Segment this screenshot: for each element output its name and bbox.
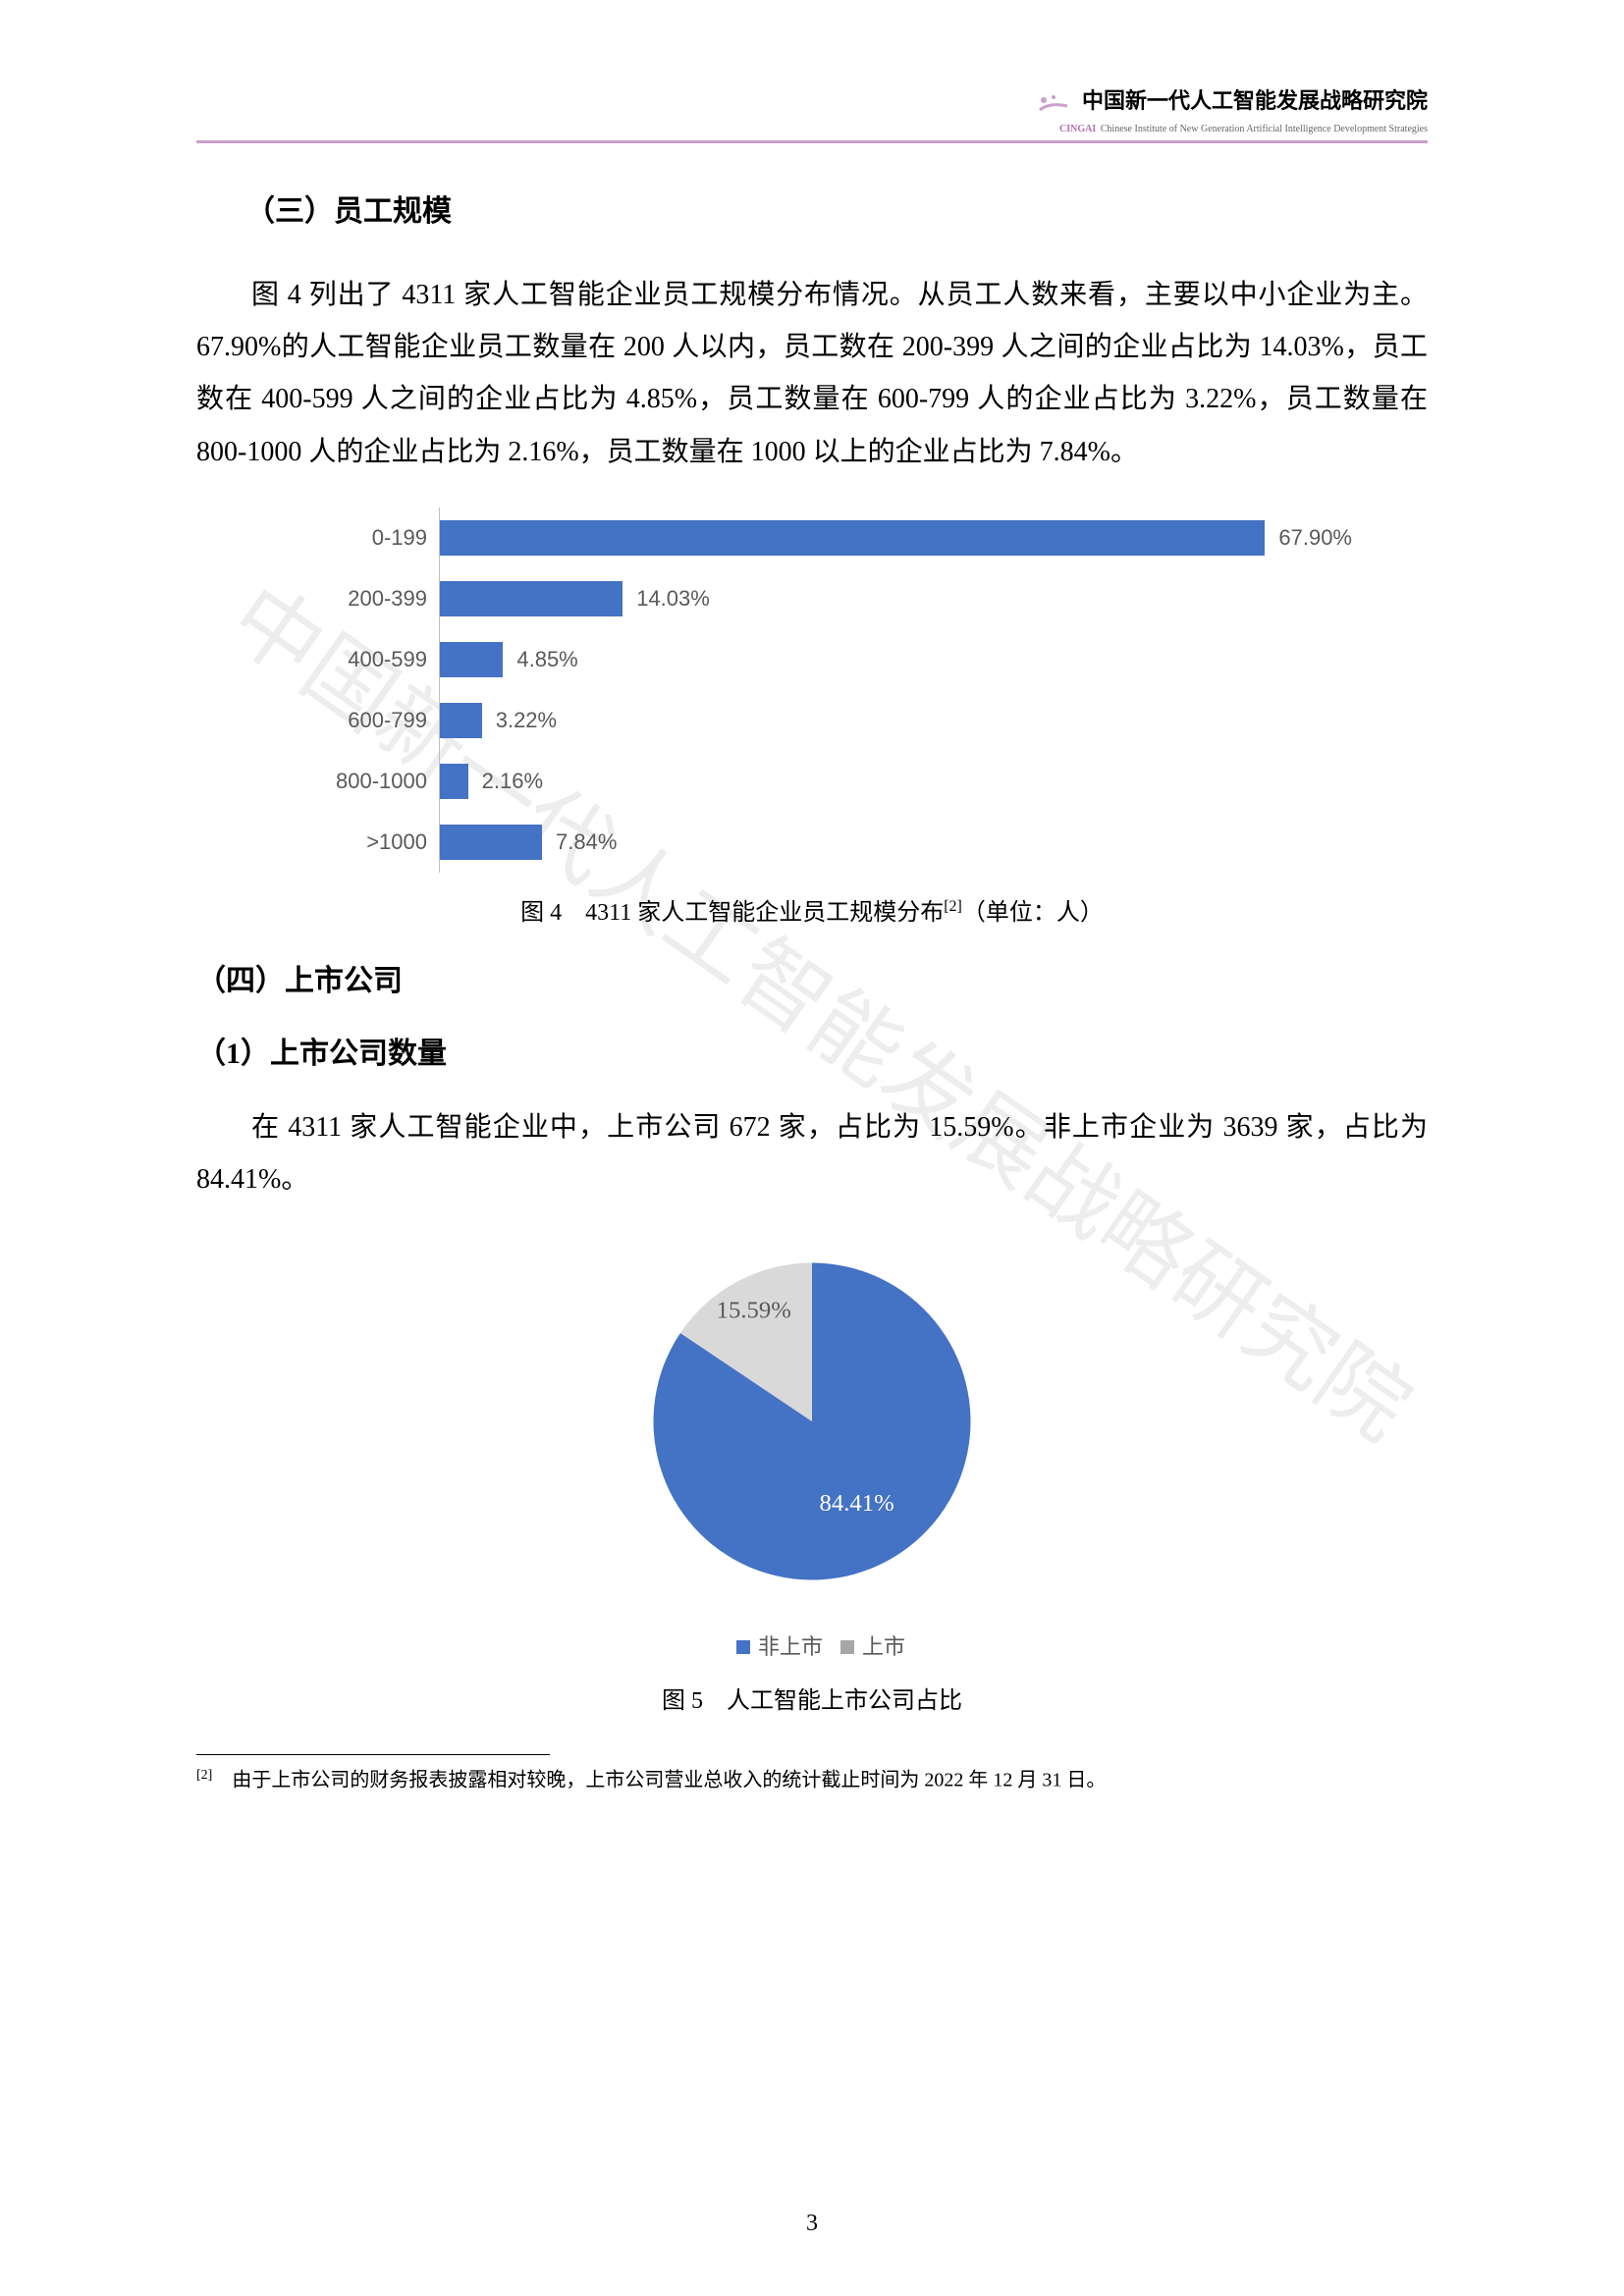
section-3-title: （三）员工规模	[245, 187, 1428, 230]
section-4-1-title: （1）上市公司数量	[196, 1029, 1428, 1072]
page-number: 3	[0, 2211, 1624, 2237]
bar-category-label: 600-799	[272, 708, 439, 733]
pie-slice-label: 84.41%	[820, 1490, 894, 1517]
section-4-para: 在 4311 家人工智能企业中，上市公司 672 家，占比为 15.59%。非上…	[196, 1101, 1428, 1205]
bar-row: 600-799 3.22%	[272, 690, 1352, 751]
bar-category-label: 400-599	[272, 647, 439, 672]
pie-legend: 非上市 上市	[719, 1629, 905, 1661]
bar-track: 7.84%	[439, 812, 1352, 873]
bar-fill	[440, 703, 482, 738]
bar-value-label: 67.90%	[1278, 525, 1352, 551]
bar-track: 4.85%	[439, 629, 1352, 690]
bar-row: 800-1000 2.16%	[272, 751, 1352, 812]
bar-fill	[440, 764, 468, 799]
bar-fill	[440, 581, 623, 616]
bar-track: 67.90%	[439, 507, 1352, 568]
pie-slice-label: 15.59%	[717, 1298, 791, 1324]
bar-row: 400-599 4.85%	[272, 629, 1352, 690]
bar-category-label: 800-1000	[272, 769, 439, 794]
bar-value-label: 2.16%	[482, 769, 543, 794]
bar-value-label: 7.84%	[556, 829, 617, 855]
bar-fill	[440, 642, 503, 677]
org-name-en: Chinese Institute of New Generation Arti…	[1101, 124, 1428, 134]
legend-label: 非上市	[758, 1634, 823, 1659]
footnote-rule	[196, 1754, 550, 1755]
legend-label: 上市	[862, 1634, 905, 1659]
org-header: 中国新一代人工智能发展战略研究院 CINGAI Chinese Institut…	[196, 83, 1428, 143]
bar-row: >1000 7.84%	[272, 812, 1352, 873]
logo-icon	[1036, 92, 1071, 116]
section-3-para: 图 4 列出了 4311 家人工智能企业员工规模分布情况。从员工人数来看，主要以…	[196, 269, 1428, 478]
listed-company-pie-chart: 84.41% 15.59% 非上市 上市	[567, 1235, 1057, 1661]
bar-value-label: 3.22%	[496, 708, 557, 733]
figure-4-caption: 图 4 4311 家人工智能企业员工规模分布[2]（单位：人）	[196, 892, 1428, 927]
org-name-cn: 中国新一代人工智能发展战略研究院	[1082, 88, 1428, 113]
bar-row: 0-199 67.90%	[272, 507, 1352, 568]
bar-track: 3.22%	[439, 690, 1352, 751]
bar-category-label: 0-199	[272, 525, 439, 551]
bar-row: 200-399 14.03%	[272, 568, 1352, 629]
bar-track: 2.16%	[439, 751, 1352, 812]
employee-scale-bar-chart: 0-199 67.90% 200-399 14.03% 400-599 4.85% 600-…	[272, 507, 1352, 873]
org-tag: CINGAI	[1059, 124, 1096, 134]
bar-category-label: 200-399	[272, 586, 439, 612]
bar-fill	[440, 520, 1265, 556]
bar-category-label: >1000	[272, 829, 439, 855]
legend-square-icon	[736, 1640, 750, 1654]
bar-fill	[440, 825, 542, 860]
section-4-title: （四）上市公司	[196, 956, 1428, 999]
footnote-2: [2] 由于上市公司的财务报表披露相对较晚，上市公司营业总收入的统计截止时间为 …	[196, 1765, 1428, 1795]
bar-value-label: 4.85%	[516, 647, 577, 672]
figure-5-caption: 图 5 人工智能上市公司占比	[196, 1681, 1428, 1715]
bar-value-label: 14.03%	[636, 586, 710, 612]
legend-square-icon	[840, 1640, 854, 1654]
bar-track: 14.03%	[439, 568, 1352, 629]
